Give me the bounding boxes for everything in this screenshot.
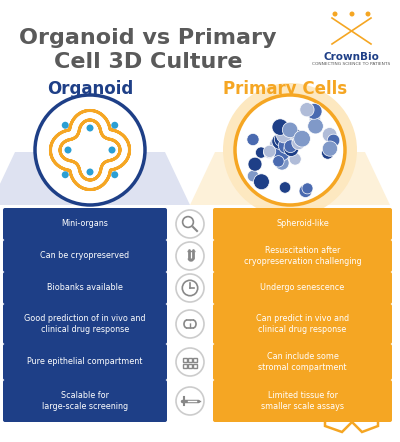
Circle shape [276,128,292,143]
Circle shape [309,114,321,125]
Circle shape [64,146,72,153]
Circle shape [289,153,301,165]
Text: Undergo senescence: Undergo senescence [260,283,345,293]
Circle shape [299,185,312,198]
Circle shape [274,132,288,146]
Circle shape [254,174,269,190]
Circle shape [176,274,204,302]
Circle shape [111,122,118,129]
Circle shape [264,145,276,157]
Circle shape [327,134,340,147]
Circle shape [278,137,294,154]
Circle shape [255,176,269,190]
Circle shape [302,183,313,194]
Circle shape [35,95,145,205]
Circle shape [272,133,288,149]
Circle shape [366,11,370,16]
Circle shape [306,103,322,119]
Circle shape [300,103,314,117]
Circle shape [111,171,118,178]
Circle shape [292,136,305,150]
Circle shape [281,143,298,160]
Text: Spheroid-like: Spheroid-like [276,220,329,229]
Circle shape [308,118,323,134]
Circle shape [278,149,290,160]
Circle shape [292,133,306,145]
Circle shape [108,146,116,153]
Circle shape [278,141,292,155]
Circle shape [284,141,297,154]
FancyBboxPatch shape [213,208,392,240]
FancyBboxPatch shape [3,240,167,272]
Circle shape [284,140,297,152]
Circle shape [278,149,289,161]
Circle shape [289,130,303,144]
Circle shape [248,157,262,171]
Text: Can predict in vivo and
clinical drug response: Can predict in vivo and clinical drug re… [256,314,349,334]
FancyBboxPatch shape [213,304,392,344]
Circle shape [284,141,299,156]
Polygon shape [0,152,190,205]
Text: Mini-organs: Mini-organs [62,220,108,229]
Polygon shape [190,152,390,205]
Circle shape [294,130,310,147]
Circle shape [273,144,290,161]
Circle shape [279,182,291,193]
FancyBboxPatch shape [3,304,167,344]
Text: Limited tissue for
smaller scale assays: Limited tissue for smaller scale assays [261,391,344,411]
FancyBboxPatch shape [213,344,392,380]
Text: Can include some
stromal compartment: Can include some stromal compartment [258,352,347,372]
FancyBboxPatch shape [3,208,167,240]
Text: Resuscitation after
cryopreservation challenging: Resuscitation after cryopreservation cha… [244,246,361,266]
Circle shape [62,171,69,178]
Circle shape [62,122,69,129]
Circle shape [275,156,289,170]
FancyBboxPatch shape [3,380,167,422]
Circle shape [176,387,204,415]
Circle shape [270,137,284,152]
Circle shape [281,138,296,153]
Circle shape [223,83,357,217]
Text: CrownBio: CrownBio [323,52,379,62]
Circle shape [235,95,345,205]
Circle shape [247,133,259,145]
Circle shape [282,122,298,137]
Circle shape [322,128,337,142]
Circle shape [176,210,204,238]
Text: CONNECTING SCIENCE TO PATIENTS: CONNECTING SCIENCE TO PATIENTS [312,62,390,66]
Text: Scalable for
large-scale screening: Scalable for large-scale screening [42,391,128,411]
Circle shape [247,170,259,182]
Text: Biobanks available: Biobanks available [47,283,123,293]
FancyBboxPatch shape [213,272,392,304]
Text: Organoid vs Primary: Organoid vs Primary [19,28,277,48]
Circle shape [273,156,284,167]
FancyBboxPatch shape [213,380,392,422]
Circle shape [350,11,354,16]
Circle shape [176,242,204,270]
Text: Can be cryopreserved: Can be cryopreserved [40,251,130,260]
FancyBboxPatch shape [213,240,392,272]
Text: Pure epithelial compartment: Pure epithelial compartment [27,358,143,366]
Circle shape [176,310,204,338]
Text: Primary Cells: Primary Cells [223,80,347,98]
Text: Cell 3D Culture: Cell 3D Culture [54,52,242,72]
Text: Good prediction of in vivo and
clinical drug response: Good prediction of in vivo and clinical … [24,314,146,334]
FancyBboxPatch shape [3,344,167,380]
Circle shape [176,348,204,376]
Circle shape [322,147,334,159]
FancyBboxPatch shape [3,272,167,304]
Circle shape [256,147,267,158]
Circle shape [86,168,94,175]
Circle shape [322,141,338,156]
Circle shape [272,119,288,135]
Circle shape [86,125,94,132]
Circle shape [332,11,338,16]
Text: Organoid: Organoid [47,80,133,98]
Circle shape [264,147,275,159]
